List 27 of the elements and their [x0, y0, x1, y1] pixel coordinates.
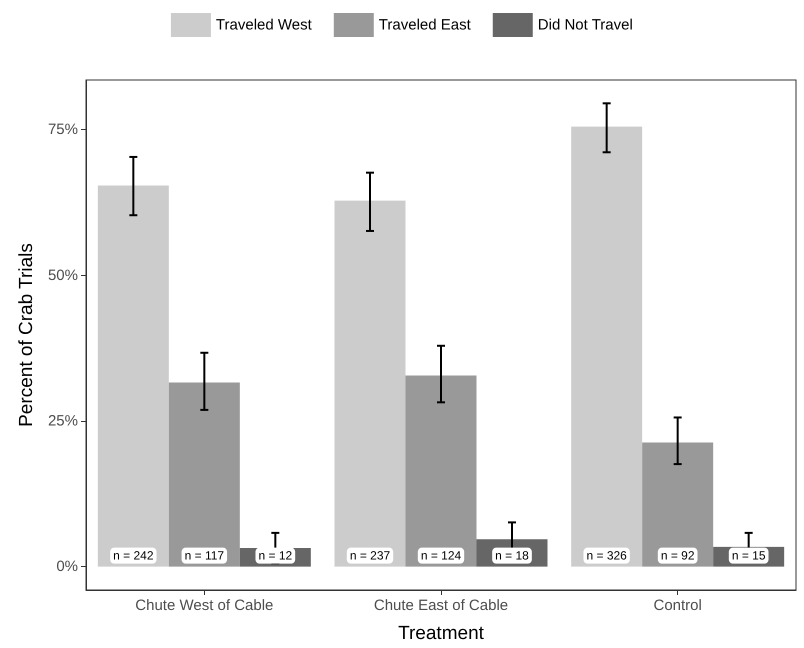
- y-tick-label: 0%: [56, 558, 78, 576]
- bar: [168, 382, 240, 567]
- bar: [98, 185, 169, 567]
- y-axis-title: Percent of Crab Trials: [16, 243, 37, 427]
- y-tick-label: 75%: [48, 121, 78, 138]
- y-tick-label: 50%: [48, 266, 78, 284]
- annotation: n = 15: [732, 548, 766, 563]
- legend-label: Traveled West: [216, 16, 313, 34]
- bar: [571, 126, 642, 567]
- annotation: n = 117: [184, 548, 224, 563]
- x-tick-label: Control: [653, 597, 702, 614]
- legend-label: Did Not Travel: [538, 16, 633, 34]
- x-axis-title: Treatment: [398, 623, 485, 644]
- annotation: n = 237: [350, 548, 391, 563]
- annotation: n = 92: [660, 548, 695, 563]
- x-tick-label: Chute West of Cable: [135, 597, 274, 614]
- legend-label: Traveled East: [378, 16, 472, 34]
- bar: [334, 200, 406, 567]
- annotation: n = 326: [586, 548, 628, 563]
- y-tick-label: 25%: [48, 412, 78, 430]
- x-tick-label: Chute East of Cable: [374, 597, 508, 614]
- bar: [406, 376, 476, 567]
- annotation: n = 12: [258, 548, 293, 563]
- annotation: n = 242: [113, 548, 154, 563]
- annotation: n = 124: [420, 548, 462, 563]
- annotation: n = 18: [495, 548, 530, 563]
- bar: [642, 442, 714, 567]
